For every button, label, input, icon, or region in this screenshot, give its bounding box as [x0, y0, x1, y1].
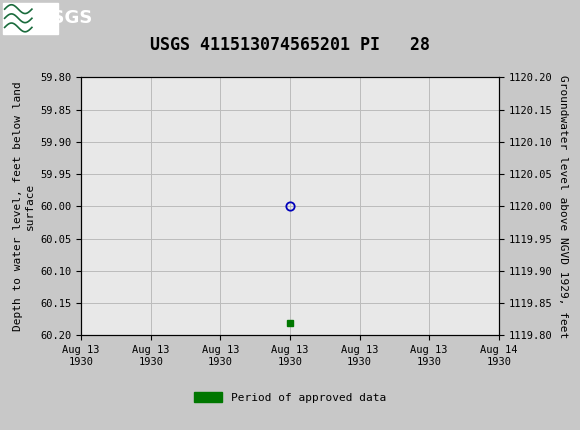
Text: USGS 411513074565201 PI   28: USGS 411513074565201 PI 28	[150, 36, 430, 54]
Text: USGS: USGS	[38, 9, 93, 27]
FancyBboxPatch shape	[3, 3, 58, 34]
Legend: Period of approved data: Period of approved data	[190, 387, 390, 407]
Y-axis label: Groundwater level above NGVD 1929, feet: Groundwater level above NGVD 1929, feet	[558, 75, 568, 338]
Y-axis label: Depth to water level, feet below land
surface: Depth to water level, feet below land su…	[13, 82, 35, 331]
